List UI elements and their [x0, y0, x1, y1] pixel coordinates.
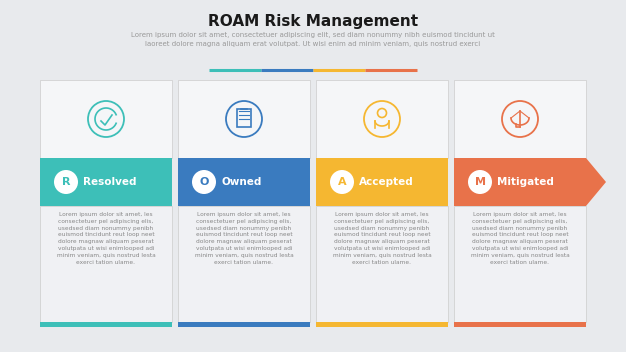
FancyBboxPatch shape: [178, 322, 310, 327]
FancyBboxPatch shape: [316, 206, 448, 322]
Circle shape: [330, 170, 354, 194]
Text: R: R: [62, 177, 70, 187]
Circle shape: [54, 170, 78, 194]
Text: O: O: [199, 177, 208, 187]
Circle shape: [468, 170, 492, 194]
FancyBboxPatch shape: [316, 322, 448, 327]
FancyBboxPatch shape: [40, 206, 172, 322]
Text: Mitigated: Mitigated: [497, 177, 554, 187]
Text: Lorem ipsum dolor sit amet, les
consectetuer pel adipiscing elis,
usedsed diam n: Lorem ipsum dolor sit amet, les consecte…: [56, 212, 155, 265]
FancyBboxPatch shape: [316, 80, 448, 158]
FancyBboxPatch shape: [454, 322, 586, 327]
Text: Resolved: Resolved: [83, 177, 136, 187]
Circle shape: [192, 170, 216, 194]
Polygon shape: [454, 158, 606, 206]
Text: Accepted: Accepted: [359, 177, 414, 187]
Text: Lorem ipsum dolor sit amet, les
consectetuer pel adipiscing elis,
usedsed diam n: Lorem ipsum dolor sit amet, les consecte…: [195, 212, 294, 265]
FancyBboxPatch shape: [178, 206, 310, 322]
FancyBboxPatch shape: [40, 322, 172, 327]
FancyBboxPatch shape: [178, 158, 310, 206]
Text: Owned: Owned: [221, 177, 262, 187]
FancyBboxPatch shape: [178, 80, 310, 158]
FancyBboxPatch shape: [454, 206, 586, 322]
Text: A: A: [337, 177, 346, 187]
FancyBboxPatch shape: [40, 158, 172, 206]
FancyBboxPatch shape: [316, 158, 448, 206]
FancyBboxPatch shape: [40, 80, 172, 158]
Text: ROAM Risk Management: ROAM Risk Management: [208, 14, 418, 29]
Text: Lorem ipsum dolor sit amet, les
consectetuer pel adipiscing elis,
usedsed diam n: Lorem ipsum dolor sit amet, les consecte…: [332, 212, 431, 265]
Text: Lorem ipsum dolor sit amet, consectetuer adipiscing elit, sed diam nonummy nibh : Lorem ipsum dolor sit amet, consectetuer…: [131, 32, 495, 47]
Text: Lorem ipsum dolor sit amet, les
consectetuer pel adipiscing elis,
usedsed diam n: Lorem ipsum dolor sit amet, les consecte…: [471, 212, 570, 265]
Text: M: M: [475, 177, 486, 187]
FancyBboxPatch shape: [454, 80, 586, 158]
